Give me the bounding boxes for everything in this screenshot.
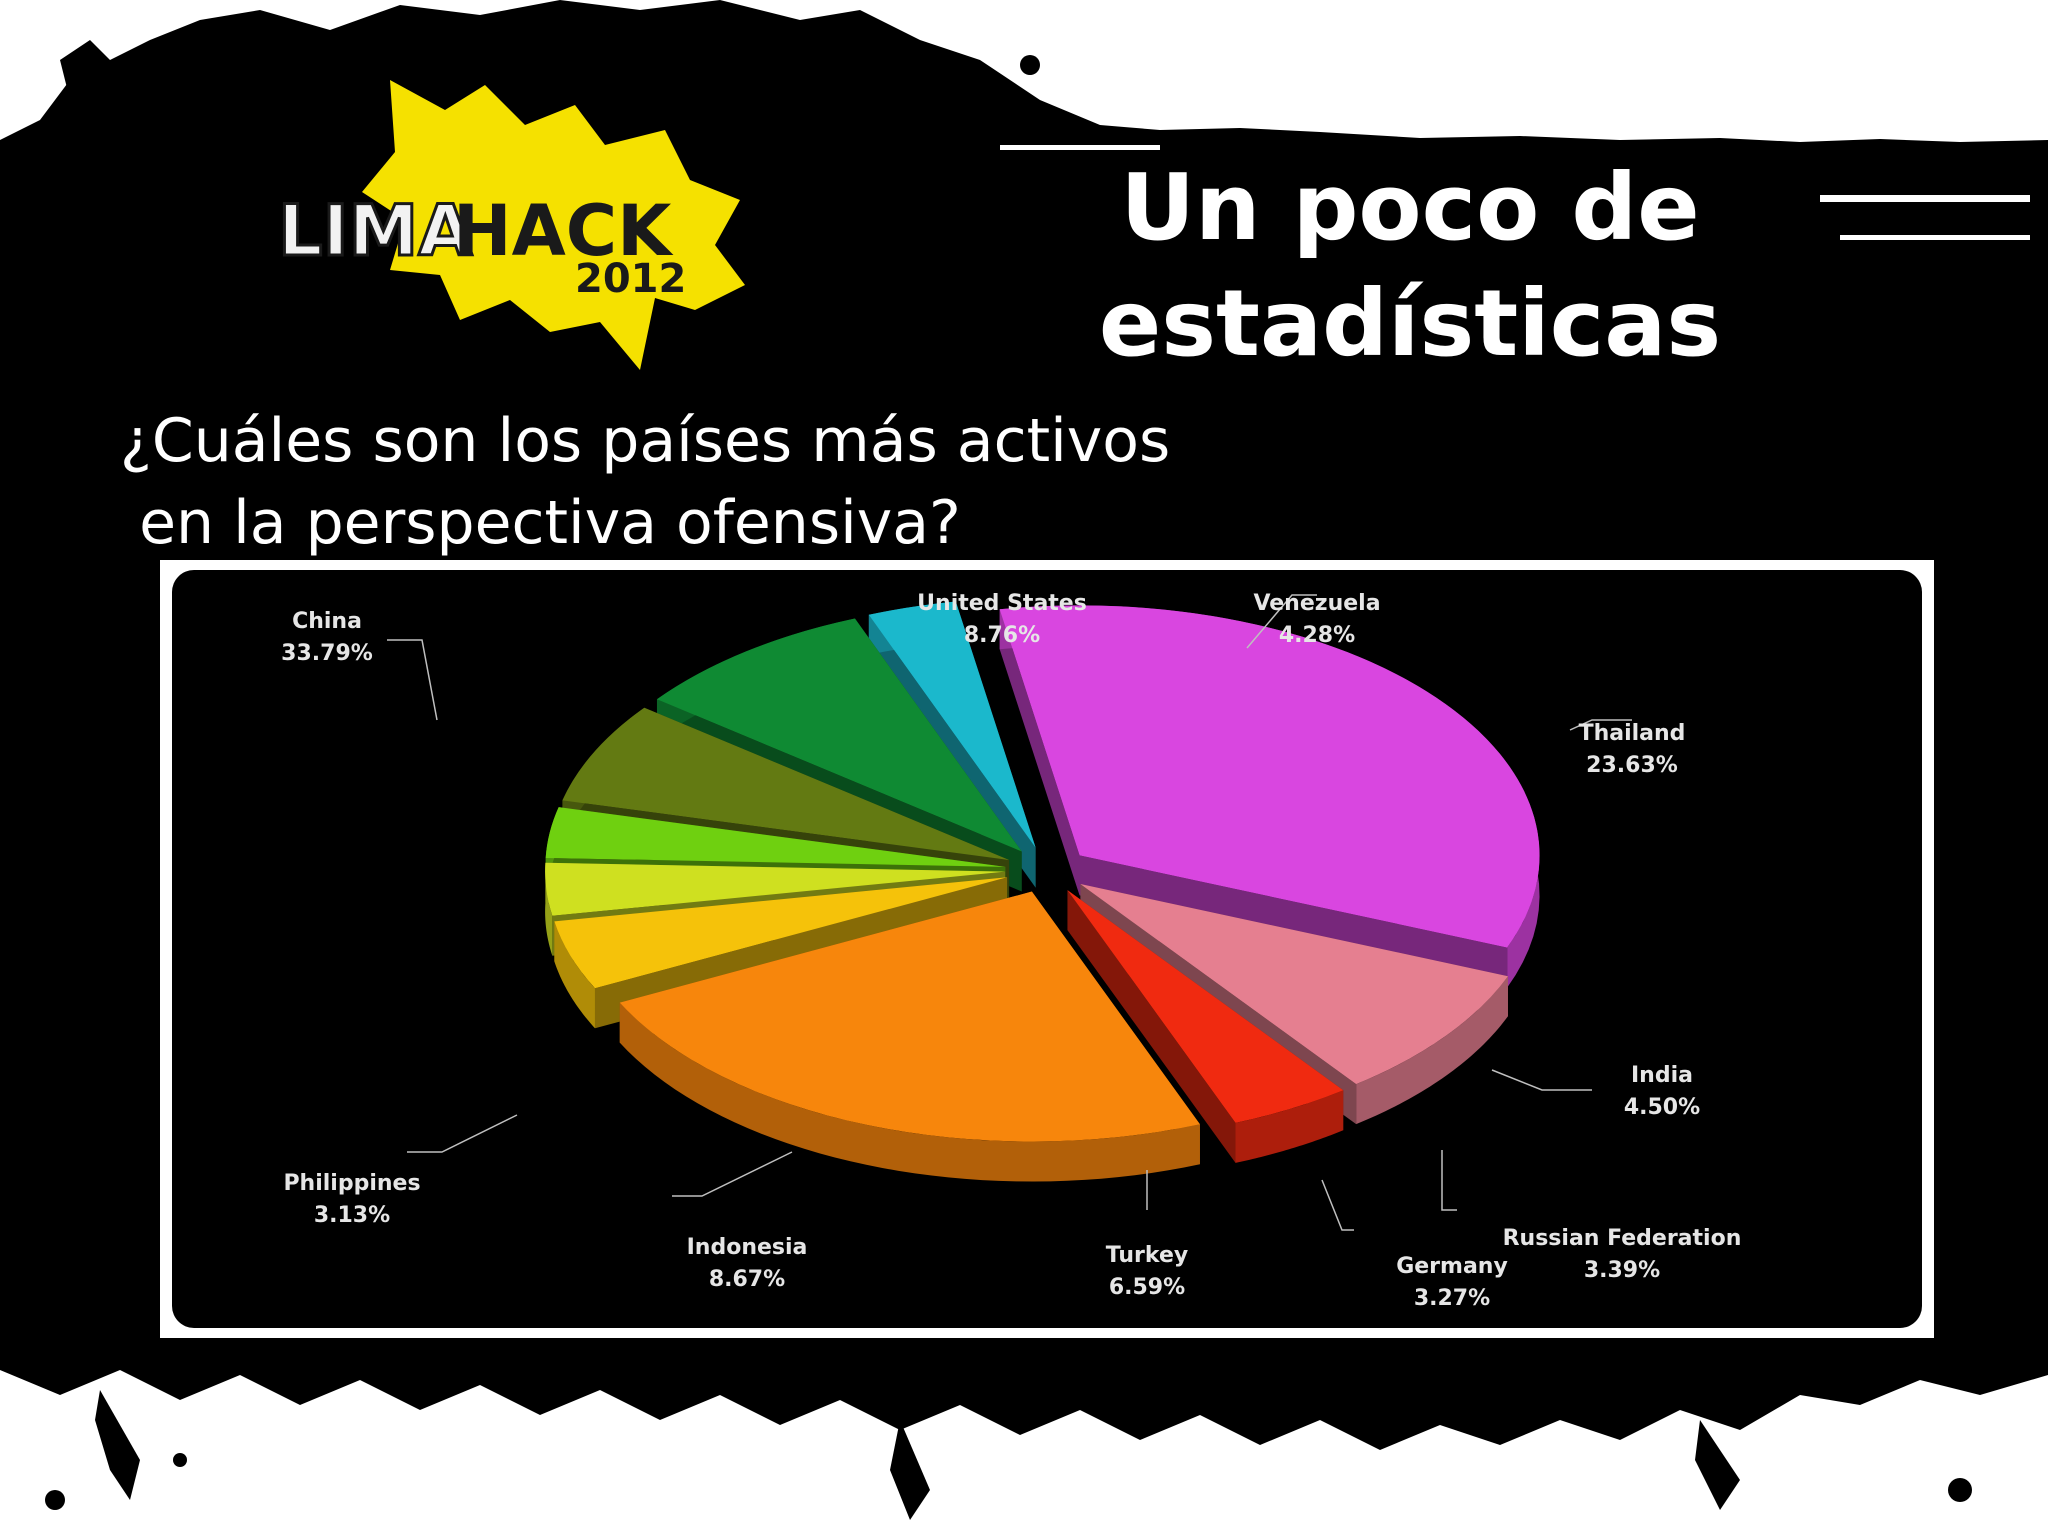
- slide-title-line-2: estadísticas: [1098, 270, 1722, 377]
- pie-slice-united-states: [1080, 884, 1508, 1125]
- limahack-logo: LIMA HACK 2012: [277, 80, 745, 370]
- data-label-value: 3.13%: [314, 1203, 390, 1228]
- white-scratch: [1820, 195, 2030, 202]
- leader-line: [1491, 1069, 1592, 1091]
- pie-slice-indonesia: [656, 618, 1022, 892]
- leader-line: [1246, 594, 1317, 649]
- pie-chart: China 33.79% United States 8.76% Venezuela 4.…: [281, 591, 1742, 1311]
- slide-title-line-1: Un poco de: [1120, 154, 1700, 261]
- paint-drip-top-left: [60, 40, 120, 110]
- slide-question: ¿Cuáles son los países más activos en la…: [120, 400, 1420, 564]
- data-label-name: Turkey: [1106, 1243, 1188, 1268]
- paint-splatter: [173, 1453, 187, 1467]
- logo-word-lima: LIMA: [278, 190, 472, 272]
- data-label-value: 8.67%: [709, 1267, 785, 1292]
- white-scratch: [1840, 235, 2030, 240]
- paint-splatter: [1020, 55, 1040, 75]
- data-label-name: United States: [917, 591, 1087, 616]
- slide-title: Un poco de estadísticas: [1010, 150, 1810, 382]
- leader-line: [1569, 719, 1632, 731]
- logo-year: 2012: [575, 256, 686, 302]
- data-label-name: India: [1631, 1063, 1693, 1088]
- data-label-value: 3.39%: [1584, 1258, 1660, 1283]
- leader-line: [1321, 1179, 1354, 1231]
- data-label-value: 33.79%: [281, 641, 373, 666]
- data-label-name: Russian Federation: [1503, 1226, 1742, 1251]
- pie-slice-venezuela: [1067, 890, 1344, 1163]
- logo-yellow-badge: [362, 80, 745, 370]
- data-label-name: Indonesia: [687, 1235, 808, 1260]
- leader-line: [407, 1114, 518, 1153]
- pie-slice-china: [999, 605, 1540, 988]
- white-scratch: [1000, 145, 1160, 150]
- paint-drip-bottom-left: [95, 1390, 140, 1500]
- paint-splatter: [1948, 1478, 1972, 1502]
- data-label-name: Philippines: [283, 1171, 420, 1196]
- paint-splatter: [45, 1490, 65, 1510]
- leader-line: [672, 1151, 793, 1197]
- data-label-value: 8.76%: [964, 623, 1040, 648]
- slide-question-line-2: en la perspectiva ofensiva?: [120, 488, 961, 558]
- data-label-value: 23.63%: [1586, 753, 1678, 778]
- logo-word-hack: HACK: [453, 190, 674, 272]
- data-label-name: China: [292, 609, 362, 634]
- data-label-name: Venezuela: [1253, 591, 1380, 616]
- chart-frame: China 33.79% United States 8.76% Venezuela 4.…: [160, 560, 1934, 1338]
- slide-question-line-1: ¿Cuáles son los países más activos: [120, 406, 1171, 476]
- data-label-value: 6.59%: [1109, 1275, 1185, 1300]
- data-label-value: 4.50%: [1624, 1095, 1700, 1120]
- leader-line: [1441, 1150, 1457, 1211]
- chart-panel: China 33.79% United States 8.76% Venezuela 4.…: [172, 570, 1922, 1328]
- leader-line: [387, 639, 438, 721]
- data-label-value: 3.27%: [1414, 1286, 1490, 1311]
- pie-slice-thailand: [619, 891, 1200, 1182]
- data-label-value: 4.28%: [1279, 623, 1355, 648]
- data-label-name: Thailand: [1579, 721, 1686, 746]
- paint-drip-bottom-mid: [890, 1420, 930, 1520]
- paint-drip-bottom-right: [1695, 1420, 1740, 1510]
- data-label-name: Germany: [1396, 1254, 1508, 1279]
